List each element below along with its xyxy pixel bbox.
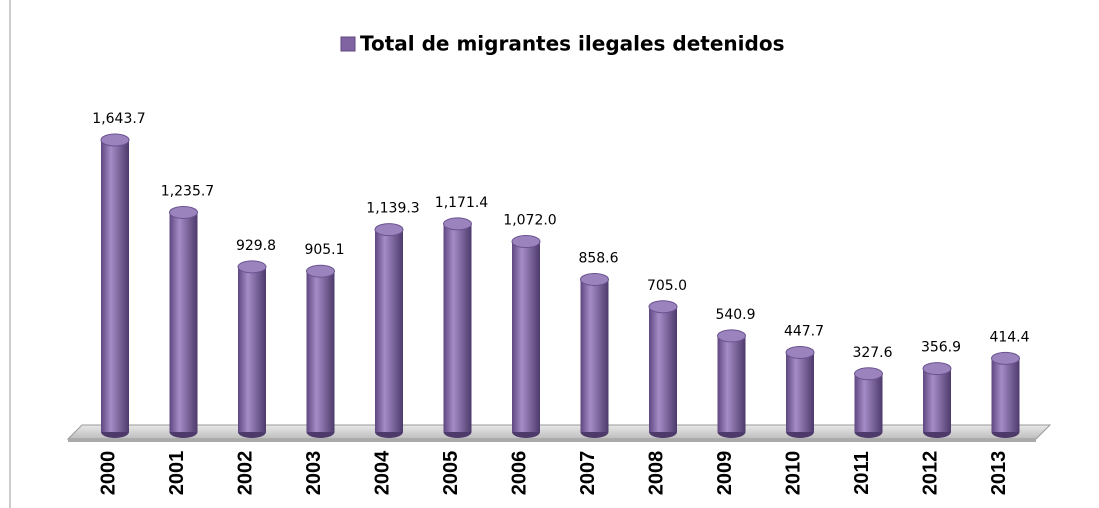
x-tick-label: 2000 <box>97 451 119 496</box>
bar <box>238 266 266 432</box>
bar <box>923 368 951 432</box>
value-label: 929.8 <box>236 238 276 254</box>
x-tick-label: 2001 <box>166 451 188 496</box>
value-label: 1,235.7 <box>161 183 214 199</box>
bar <box>512 241 540 432</box>
bar-top <box>922 362 952 376</box>
bar <box>854 373 883 432</box>
bar <box>443 223 472 432</box>
value-label: 327.6 <box>852 345 892 361</box>
bar-top <box>169 205 198 219</box>
x-tick-label: 2008 <box>645 451 667 496</box>
x-tick-label: 2002 <box>234 451 256 496</box>
x-tick-label: 2007 <box>577 451 599 496</box>
value-label: 447.7 <box>784 323 824 339</box>
bar <box>580 279 609 432</box>
floor-edge <box>68 439 1036 442</box>
bar <box>306 271 335 432</box>
x-tick-label: 2005 <box>440 451 462 496</box>
bar <box>991 358 1020 432</box>
bar-top <box>100 133 130 147</box>
bar-top <box>785 345 815 359</box>
value-label: 540.9 <box>715 307 755 323</box>
bar-top <box>854 367 883 381</box>
value-label: 1,139.3 <box>366 201 419 217</box>
bar-top <box>511 235 541 249</box>
bar <box>169 212 198 432</box>
value-label: 905.1 <box>304 242 344 258</box>
bar-top <box>306 264 335 278</box>
floor <box>66 424 1052 440</box>
bar-top <box>717 329 746 343</box>
x-tick-label: 2011 <box>851 451 873 494</box>
x-tick-label: 2004 <box>371 450 393 495</box>
value-label: 356.9 <box>921 340 961 356</box>
value-label: 414.4 <box>989 329 1029 345</box>
bar-top <box>648 300 678 314</box>
bar-top <box>580 272 609 286</box>
value-label: 1,643.7 <box>92 111 145 127</box>
bar-top <box>237 260 267 274</box>
value-label: 1,072.0 <box>503 213 556 229</box>
bar-top <box>374 223 404 237</box>
x-tick-label: 2009 <box>714 451 736 496</box>
x-tick-label: 2012 <box>919 451 941 496</box>
bar <box>786 352 814 432</box>
bar <box>375 229 403 432</box>
x-tick-label: 2003 <box>303 451 325 496</box>
value-label: 858.6 <box>578 250 618 266</box>
bar-top <box>443 217 472 231</box>
legend-swatch <box>340 36 356 52</box>
bar <box>649 306 677 432</box>
bar-top <box>991 351 1020 365</box>
x-tick-label: 2013 <box>988 451 1010 496</box>
x-tick-label: 2006 <box>508 451 530 496</box>
bar <box>717 335 746 432</box>
legend-label: Total de migrantes ilegales detenidos <box>360 32 784 56</box>
bar <box>101 140 129 432</box>
x-tick-label: 2010 <box>782 451 804 496</box>
value-label: 705.0 <box>647 278 687 294</box>
value-label: 1,171.4 <box>435 195 489 211</box>
